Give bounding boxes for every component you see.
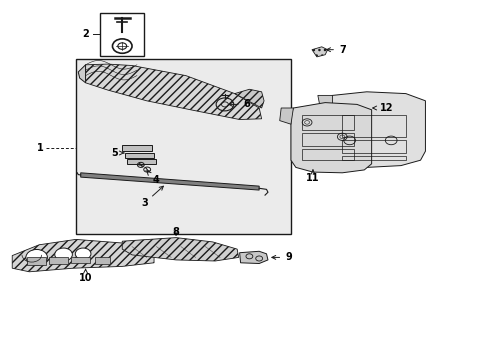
Text: 11: 11 [305, 170, 319, 183]
Circle shape [75, 248, 91, 260]
Circle shape [55, 248, 72, 261]
Bar [100, 13, 144, 56]
Bar [95, 257, 110, 264]
Text: 9: 9 [271, 252, 291, 262]
Bar [302, 149, 353, 160]
Bar [342, 140, 405, 153]
Polygon shape [122, 145, 151, 151]
Bar [27, 257, 46, 265]
Bar [342, 156, 405, 160]
Bar [302, 133, 353, 146]
Text: 6: 6 [228, 99, 250, 109]
Polygon shape [239, 251, 267, 264]
Polygon shape [127, 159, 155, 164]
Bar [76, 59, 290, 234]
Bar [302, 115, 353, 130]
Text: 8: 8 [172, 227, 179, 237]
Text: 12: 12 [372, 103, 392, 113]
Circle shape [26, 249, 47, 265]
Polygon shape [12, 239, 154, 272]
Bar [49, 257, 68, 264]
Polygon shape [122, 238, 238, 261]
Polygon shape [290, 103, 371, 173]
Polygon shape [124, 153, 154, 158]
Text: 7: 7 [326, 45, 345, 55]
Text: 4: 4 [146, 171, 159, 185]
Polygon shape [85, 64, 261, 120]
Text: 10: 10 [79, 269, 92, 283]
Text: 5: 5 [111, 148, 123, 158]
Bar [71, 257, 90, 263]
Text: 3: 3 [141, 186, 163, 208]
Polygon shape [78, 65, 85, 83]
Polygon shape [279, 108, 293, 124]
Polygon shape [81, 173, 259, 190]
Bar [342, 115, 405, 137]
Text: 1: 1 [37, 143, 43, 153]
Polygon shape [311, 47, 327, 57]
Polygon shape [234, 89, 264, 108]
Polygon shape [322, 92, 425, 167]
Polygon shape [317, 95, 332, 112]
Text: 2: 2 [82, 29, 89, 39]
